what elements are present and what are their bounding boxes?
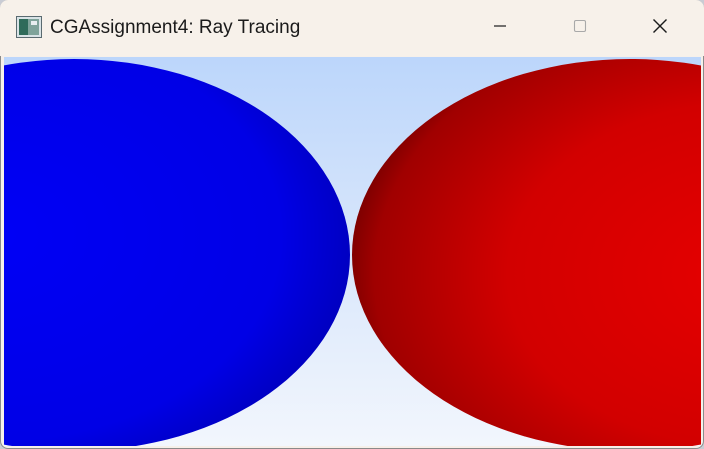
window-title: CGAssignment4: Ray Tracing xyxy=(50,17,301,38)
rendered-scene xyxy=(4,59,701,446)
ray-tracing-canvas[interactable] xyxy=(4,57,701,446)
title-bar[interactable]: CGAssignment4: Ray Tracing xyxy=(0,0,704,56)
app-window-icon xyxy=(16,16,42,38)
red-sphere xyxy=(352,59,701,446)
close-icon xyxy=(652,18,668,39)
blue-sphere xyxy=(4,59,350,446)
minimize-icon xyxy=(493,19,507,38)
maximize-button[interactable] xyxy=(540,0,620,56)
minimize-button[interactable] xyxy=(460,0,540,56)
maximize-icon xyxy=(573,19,587,38)
close-button[interactable] xyxy=(620,0,700,56)
